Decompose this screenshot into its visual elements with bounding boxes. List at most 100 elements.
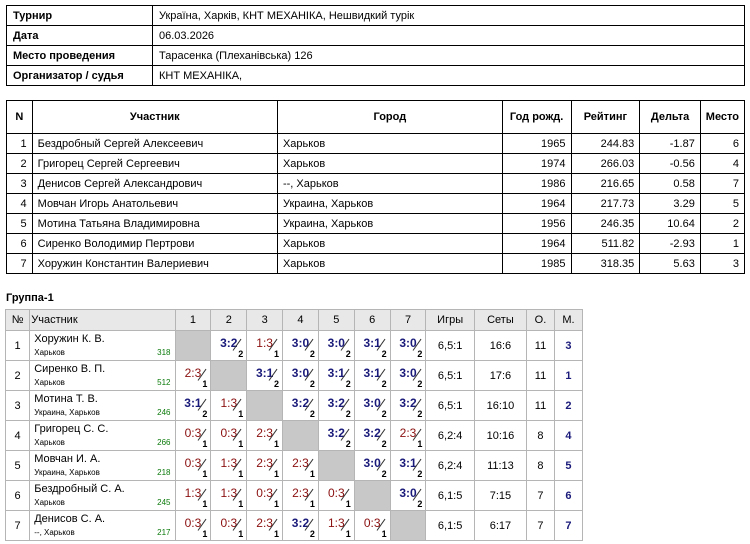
- match-points: 1: [238, 529, 244, 539]
- match-result-cell: 3:1 2: [353, 360, 391, 391]
- match-result-cell: 3:2 2: [317, 420, 355, 451]
- group-row-number: 7: [4, 510, 31, 541]
- match-points: 2: [238, 349, 244, 359]
- info-label: Место проведения: [6, 45, 153, 66]
- participants-header: Участник: [31, 100, 278, 134]
- group-player-cell: Мовчан И. А. Украина, Харьков 218: [29, 450, 176, 481]
- group-header: №: [4, 309, 31, 331]
- participant-cell: --, Харьков: [276, 173, 503, 194]
- match-score: 3:2: [363, 426, 381, 440]
- group-row: 7 Денисов С. А. --, Харьков 217 0:3 1 0:3 1 2:3 1…: [4, 510, 584, 541]
- group-header: Сеты: [473, 309, 528, 331]
- participant-cell: 6: [6, 233, 33, 254]
- match-points: 1: [381, 529, 387, 539]
- group-sets: 17:6: [473, 360, 528, 391]
- participant-cell: 5: [6, 213, 33, 234]
- match-result-cell: 1:3 1: [174, 480, 212, 511]
- participant-row: 2 Григорец Сергей Сергеевич Харьков 1974 266…: [6, 153, 746, 174]
- match-result-cell: 3:2 2: [282, 510, 319, 541]
- tournament-info-table: Турнир Україна, Харків, КНТ МЕХАНІКА, Неш…: [6, 5, 745, 86]
- match-score: 0:3: [184, 426, 202, 440]
- group-place: 7: [553, 510, 584, 541]
- group-header: 5: [317, 309, 355, 331]
- participant-cell: Хоружин Константин Валериевич: [31, 253, 278, 274]
- match-result-cell: 1:3 1: [210, 390, 248, 421]
- group-row: 3 Мотина Т. В. Украина, Харьков 246 3:1 2 1:3 1…: [4, 390, 584, 421]
- participant-cell: 1: [699, 233, 746, 254]
- info-label: Турнир: [6, 5, 153, 26]
- match-score: 0:3: [184, 456, 202, 470]
- group-row: 1 Хоружин К. В. Харьков 318 3:2 2 1:3 1 3:0 2 3:0 2…: [4, 330, 584, 361]
- match-result-cell: 3:0 2: [282, 330, 319, 361]
- participant-cell: 6: [699, 133, 746, 154]
- match-score: 3:2: [327, 396, 345, 410]
- group-row-number: 2: [4, 360, 31, 391]
- participant-cell: 1964: [501, 233, 572, 254]
- match-points: 2: [309, 409, 315, 419]
- group-games: 6,5:1: [425, 330, 475, 361]
- participant-cell: Харьков: [276, 153, 503, 174]
- player-city: Харьков: [34, 438, 65, 447]
- group-place: 5: [553, 450, 584, 481]
- participant-cell: Мовчан Игорь Анатольевич: [31, 193, 278, 214]
- match-points: 2: [417, 409, 423, 419]
- match-result-cell: 2:3 1: [282, 480, 319, 511]
- match-score: 3:2: [327, 426, 345, 440]
- participant-cell: Сиренко Володимир Пертрови: [31, 233, 278, 254]
- player-city: Харьков: [34, 498, 65, 507]
- participants-header: Город: [276, 100, 503, 134]
- player-city: --, Харьков: [34, 528, 75, 537]
- match-points: 1: [202, 439, 208, 449]
- match-points: 1: [345, 529, 351, 539]
- group-header: Участник: [29, 309, 176, 331]
- match-result-cell: 3:2 2: [282, 390, 319, 421]
- participants-header: Место: [699, 100, 746, 134]
- info-value: Україна, Харків, КНТ МЕХАНІКА, Нешвидкий…: [152, 5, 745, 26]
- info-value: 06.03.2026: [152, 25, 745, 46]
- info-row: Место проведения Тарасенка (Плеханівська)…: [6, 45, 745, 66]
- info-label: Дата: [6, 25, 153, 46]
- match-score: 3:2: [220, 336, 238, 350]
- participant-cell: 1974: [501, 153, 572, 174]
- match-score: 0:3: [256, 486, 273, 500]
- match-score: 2:3: [256, 426, 273, 440]
- participant-cell: 216.65: [570, 173, 641, 194]
- group-row-number: 6: [4, 480, 31, 511]
- match-result-cell: 1:3 1: [210, 480, 248, 511]
- participant-cell: Харьков: [276, 233, 503, 254]
- participant-row: 1 Бездробный Сергей Алексеевич Харьков 1965…: [6, 133, 746, 154]
- group-player-cell: Мотина Т. В. Украина, Харьков 246: [29, 390, 176, 421]
- participant-cell: Денисов Сергей Александрович: [31, 173, 278, 194]
- match-result-cell: 3:0 2: [353, 450, 391, 481]
- participant-row: 7 Хоружин Константин Валериевич Харьков 198…: [6, 253, 746, 274]
- match-points: 1: [238, 499, 244, 509]
- match-score: 2:3: [184, 366, 202, 380]
- match-points: 1: [202, 469, 208, 479]
- match-points: 1: [274, 349, 280, 359]
- group-sets: 10:16: [473, 420, 528, 451]
- match-points: 2: [309, 349, 315, 359]
- participant-cell: -1.87: [639, 133, 701, 154]
- participant-cell: Украина, Харьков: [276, 193, 503, 214]
- match-score: 1:3: [220, 486, 238, 500]
- match-result-cell: 0:3 1: [174, 450, 212, 481]
- group-player-cell: Бездробный С. А. Харьков 245: [29, 480, 176, 511]
- group-games: 6,2:4: [425, 450, 475, 481]
- match-score: 0:3: [363, 516, 381, 530]
- group-header: 3: [246, 309, 284, 331]
- match-result-cell: 3:0 2: [389, 480, 427, 511]
- match-score: 0:3: [327, 486, 345, 500]
- group-place: 2: [553, 390, 584, 421]
- match-points: 1: [238, 439, 244, 449]
- match-score: 0:3: [220, 426, 238, 440]
- match-points: 2: [345, 439, 351, 449]
- match-result-cell: 3:1 2: [389, 450, 427, 481]
- match-score: 3:1: [363, 336, 381, 350]
- participant-cell: 7: [699, 173, 746, 194]
- participant-cell: Григорец Сергей Сергеевич: [31, 153, 278, 174]
- player-rating: 218: [157, 468, 171, 477]
- participants-header: Год рожд.: [501, 100, 572, 134]
- match-points: 2: [417, 469, 423, 479]
- diagonal-cell: [353, 480, 391, 511]
- match-points: 2: [345, 349, 351, 359]
